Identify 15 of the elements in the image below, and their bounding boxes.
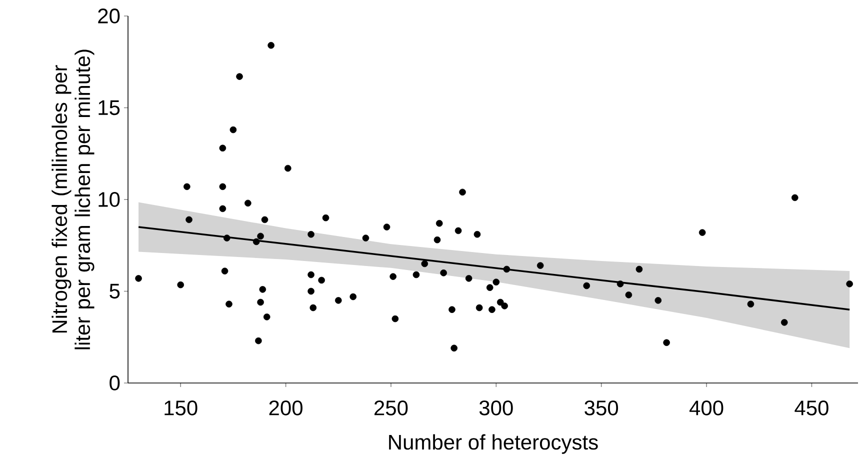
x-tick-label: 250 (374, 400, 408, 416)
y-tick-label: 10 (98, 192, 120, 207)
y-tick-label: 0 (110, 376, 120, 390)
x-axis-title: Number of heterocysts (389, 434, 598, 454)
x-tick-label: 200 (269, 400, 302, 416)
y-tick-label: 20 (98, 8, 120, 24)
y-tick-label: 5 (110, 284, 120, 299)
x-tick-label: 450 (794, 400, 828, 416)
y-axis-title: Nitrogen fixed (milimoles per liter per gram lichen per minute) (52, 50, 94, 350)
x-tick-label: 400 (689, 400, 724, 416)
x-tick-label: 300 (479, 400, 513, 416)
line-series (138, 226, 850, 310)
x-tick-label: 350 (584, 400, 618, 416)
x-tick-label: 150 (164, 400, 198, 416)
y-tick-label: 15 (98, 100, 120, 116)
